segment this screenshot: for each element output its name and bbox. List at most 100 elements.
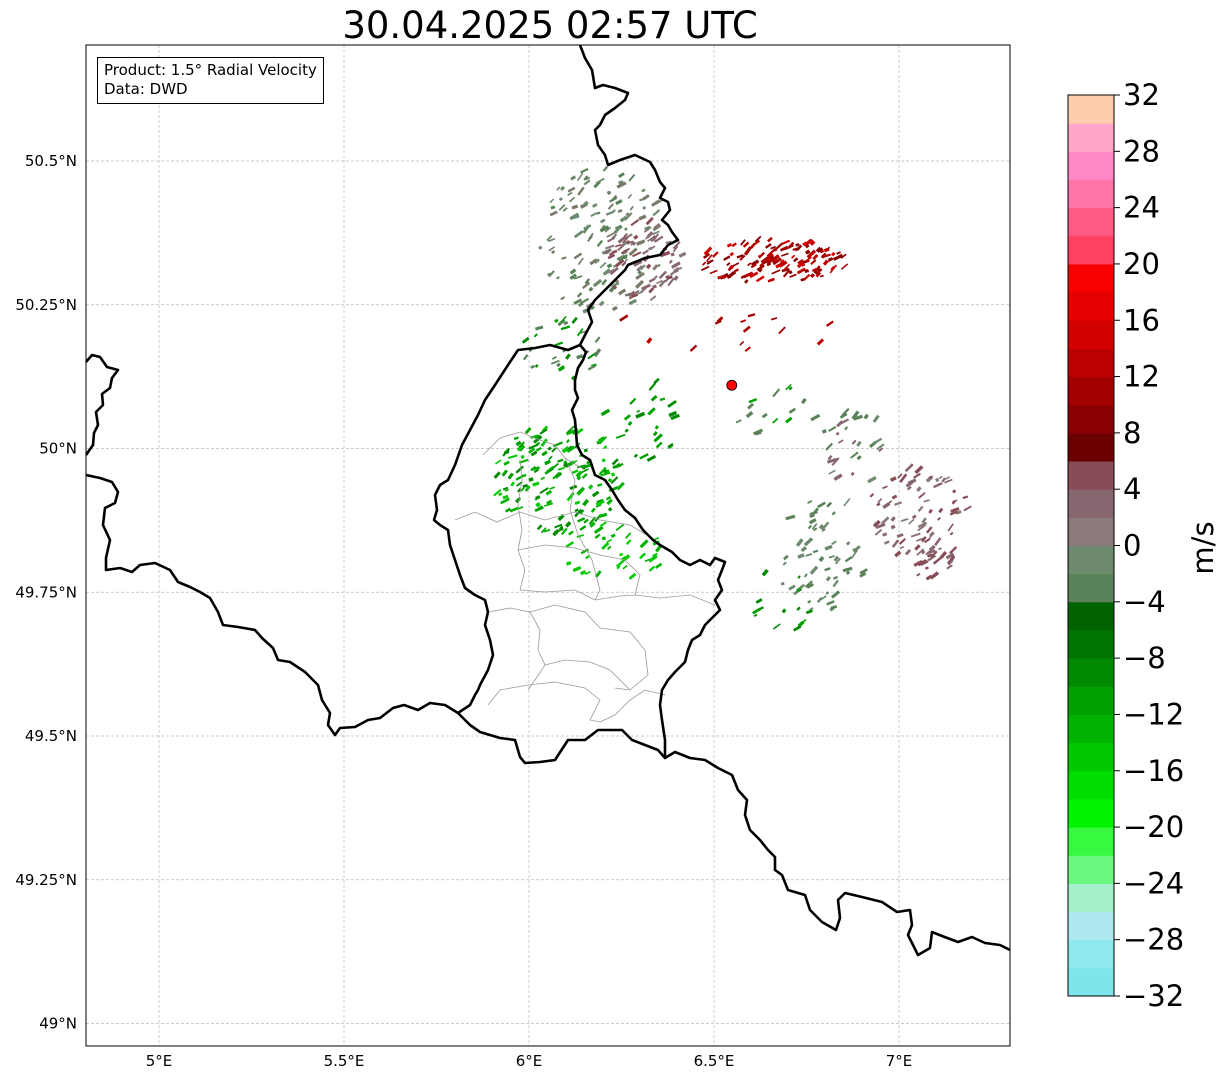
velocity-echo	[665, 240, 672, 245]
velocity-echo	[938, 507, 944, 514]
velocity-echo	[918, 492, 926, 499]
velocity-echo	[760, 256, 769, 264]
velocity-echo	[800, 277, 806, 282]
velocity-echo	[900, 518, 909, 523]
velocity-echo	[569, 273, 577, 280]
velocity-echo	[652, 209, 661, 217]
velocity-echo	[653, 433, 663, 443]
velocity-echo	[615, 562, 622, 567]
velocity-echo	[539, 487, 549, 495]
velocity-echo	[921, 536, 927, 543]
velocity-echo	[615, 462, 624, 468]
velocity-echo	[622, 236, 629, 244]
velocity-echo	[548, 246, 555, 252]
velocity-echo	[806, 583, 814, 589]
velocity-echo	[788, 584, 796, 591]
velocity-echo	[557, 458, 564, 463]
velocity-echo	[754, 259, 760, 264]
velocity-echo	[796, 267, 806, 275]
velocity-echo	[648, 277, 656, 283]
velocity-echo	[652, 230, 660, 236]
velocity-echo	[910, 532, 921, 538]
velocity-echo	[908, 518, 915, 525]
velocity-echo	[535, 446, 542, 452]
velocity-echo	[535, 495, 541, 500]
velocity-echo	[652, 552, 658, 557]
velocity-echo	[700, 265, 710, 272]
velocity-echo	[509, 506, 519, 513]
velocity-echo	[752, 607, 762, 615]
velocity-echo	[831, 540, 837, 546]
colorbar-tick-label: 0	[1123, 529, 1141, 563]
velocity-echo	[755, 275, 765, 283]
velocity-echo	[597, 438, 603, 444]
velocity-echo	[800, 308, 809, 318]
velocity-echo	[916, 486, 922, 493]
lon-tick-label: 5.5°E	[324, 1052, 365, 1070]
colorbar-segment	[1068, 489, 1114, 518]
velocity-echo	[920, 549, 926, 555]
velocity-echo	[636, 409, 641, 413]
velocity-echo	[493, 488, 502, 497]
velocity-echo	[803, 537, 814, 547]
velocity-echo	[583, 179, 591, 186]
velocity-echo	[637, 270, 643, 275]
velocity-echo	[536, 524, 543, 531]
colorbar-tick-label: 8	[1123, 416, 1141, 450]
velocity-echo	[653, 222, 660, 229]
velocity-echo	[573, 298, 583, 305]
velocity-echo	[558, 197, 563, 202]
velocity-echo	[609, 287, 615, 293]
velocity-echo	[840, 253, 847, 259]
product-info-box: Product: 1.5° Radial Velocity Data: DWD	[97, 57, 324, 104]
velocity-echo	[599, 512, 608, 518]
velocity-echo	[927, 553, 933, 558]
velocity-echo	[642, 249, 649, 255]
velocity-echo	[821, 528, 826, 532]
velocity-echo	[805, 249, 811, 255]
velocity-echo	[501, 469, 509, 477]
velocity-echo	[625, 240, 631, 245]
velocity-echo	[670, 252, 675, 257]
velocity-echo	[867, 475, 877, 484]
velocity-echo	[546, 235, 553, 242]
velocity-echo	[927, 554, 937, 562]
velocity-echo	[765, 350, 773, 356]
colorbar-tick-label: 28	[1123, 134, 1160, 168]
velocity-echo	[605, 211, 614, 216]
velocity-echo	[947, 523, 954, 532]
velocity-echo	[736, 254, 744, 259]
colorbar-segment	[1068, 320, 1114, 349]
velocity-echo	[585, 555, 590, 560]
velocity-echo	[779, 245, 789, 252]
velocity-echo	[773, 247, 778, 252]
velocity-echo	[625, 532, 632, 539]
velocity-echo	[560, 185, 566, 192]
velocity-echo	[562, 447, 570, 453]
velocity-echo	[783, 266, 788, 271]
velocity-echo	[734, 268, 739, 273]
lat-tick-label: 49.5°N	[25, 727, 77, 745]
velocity-echo	[827, 257, 833, 262]
velocity-echo	[815, 271, 822, 278]
velocity-echo	[601, 536, 606, 541]
velocity-echo	[567, 445, 573, 450]
velocity-echo	[576, 328, 584, 337]
velocity-echo	[818, 555, 825, 562]
velocity-echo	[782, 269, 791, 278]
velocity-echo	[905, 481, 914, 488]
velocity-echo	[520, 454, 525, 459]
velocity-echo	[576, 475, 582, 481]
velocity-echo	[805, 553, 813, 557]
velocity-echo	[562, 206, 568, 213]
velocity-echo	[753, 613, 758, 617]
velocity-echo	[596, 211, 601, 215]
velocity-echo	[825, 320, 834, 327]
velocity-echo	[714, 319, 722, 325]
colorbar-segment	[1068, 939, 1114, 969]
velocity-echo	[665, 275, 670, 279]
colorbar-segment	[1068, 151, 1114, 180]
velocity-echo	[878, 447, 884, 453]
velocity-echo	[510, 481, 515, 487]
velocity-echo	[498, 492, 503, 497]
